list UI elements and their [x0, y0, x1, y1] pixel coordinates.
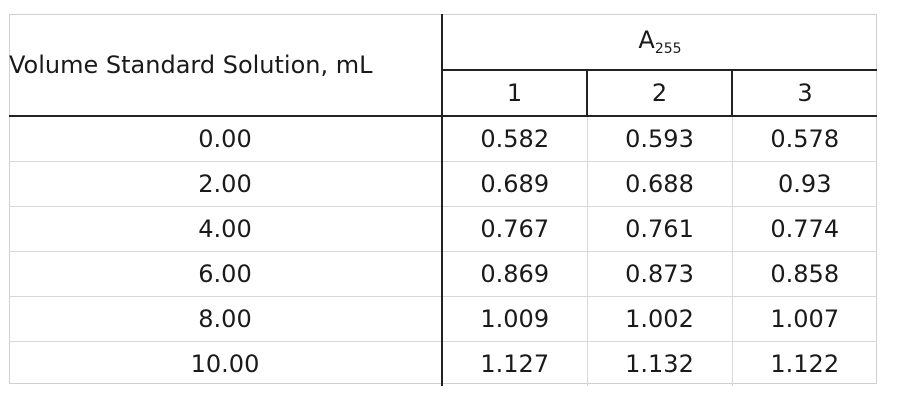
absorbance-cell: 0.761	[587, 206, 733, 252]
volume-cell: 4.00	[9, 206, 443, 252]
table-row: 2.00 0.689 0.688 0.93	[9, 161, 877, 207]
absorbance-symbol: A	[638, 25, 655, 54]
volume-column-header: Volume Standard Solution, mL	[9, 14, 443, 116]
table-row: 6.00 0.869 0.873 0.858	[9, 251, 877, 297]
volume-cell: 0.00	[9, 115, 443, 162]
absorbance-cell: 1.009	[442, 296, 588, 342]
absorbance-cell: 0.767	[442, 206, 588, 252]
absorbance-cell: 0.873	[587, 251, 733, 297]
absorbance-cell: 0.774	[732, 206, 877, 252]
absorbance-cell: 0.688	[587, 161, 733, 207]
absorbance-cell: 1.127	[442, 341, 588, 386]
volume-header-label: Volume Standard Solution, mL	[9, 50, 373, 79]
absorbance-cell: 0.858	[732, 251, 877, 297]
absorbance-cell: 1.122	[732, 341, 877, 386]
table-row: 4.00 0.767 0.761 0.774	[9, 206, 877, 252]
absorbance-cell: 0.869	[442, 251, 588, 297]
run-header-1: 1	[442, 70, 588, 116]
table-row: 0.00 0.582 0.593 0.578	[9, 115, 877, 162]
volume-cell: 6.00	[9, 251, 443, 297]
absorbance-cell: 0.582	[442, 115, 588, 162]
absorbance-cell: 1.002	[587, 296, 733, 342]
absorbance-cell: 1.007	[732, 296, 877, 342]
table-row: 10.00 1.127 1.132 1.122	[9, 341, 877, 386]
volume-cell: 8.00	[9, 296, 443, 342]
run-header-3: 3	[797, 79, 813, 107]
absorbance-cell: 0.689	[442, 161, 588, 207]
absorbance-cell: 0.578	[732, 115, 877, 162]
volume-cell: 2.00	[9, 161, 443, 207]
absorbance-cell: 0.593	[587, 115, 733, 162]
absorbance-wavelength-subscript: 255	[654, 40, 682, 57]
absorbance-cell: 1.132	[587, 341, 733, 386]
table-row: 8.00 1.009 1.002 1.007	[9, 296, 877, 342]
volume-cell: 10.00	[9, 341, 443, 386]
absorbance-column-header: A255	[442, 14, 877, 71]
run-header-2: 2	[587, 70, 733, 116]
absorbance-data-table: Volume Standard Solution, mL A255 1 2 3 …	[9, 14, 877, 386]
absorbance-cell: 0.93	[732, 161, 877, 207]
